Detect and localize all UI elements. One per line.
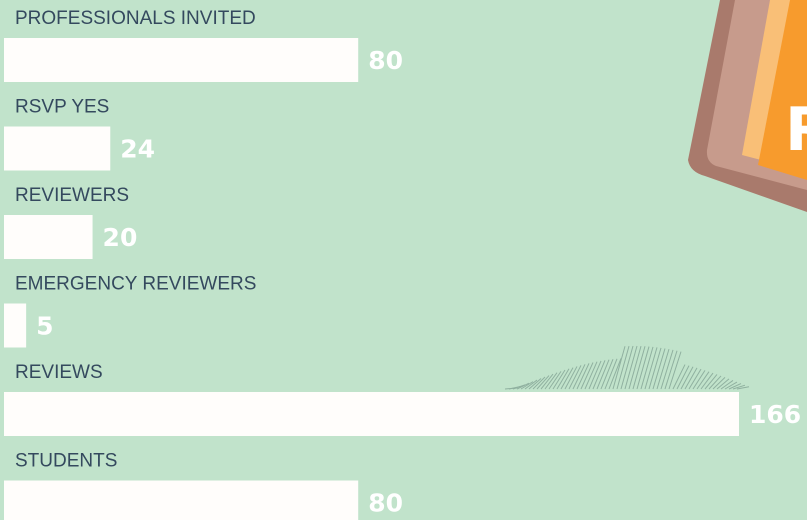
bar (4, 304, 26, 348)
category-label: STUDENTS (15, 451, 117, 472)
bar (4, 481, 358, 520)
category-label: REVIEWS (15, 362, 103, 383)
value-label: 24 (120, 135, 155, 164)
bar (4, 392, 739, 436)
bar (4, 127, 110, 171)
category-label: REVIEWERS (15, 185, 129, 206)
bar (4, 215, 93, 259)
svg-text:R: R (785, 95, 807, 165)
category-label: EMERGENCY REVIEWERS (15, 274, 256, 295)
value-label: 166 (749, 400, 801, 429)
page: {"chart_data": {"type": "bar", "orientat… (0, 0, 807, 520)
value-label: 20 (103, 223, 138, 252)
category-label: RSVP YES (15, 97, 109, 118)
bar (4, 38, 358, 82)
category-label: PROFESSIONALS INVITED (15, 8, 256, 29)
value-label: 80 (368, 46, 403, 75)
chart: R PROFESSIONALS INVITED 80 RSVP YES 24 REVIE… (0, 0, 807, 520)
value-label: 5 (36, 312, 53, 341)
value-label: 80 (368, 489, 403, 518)
